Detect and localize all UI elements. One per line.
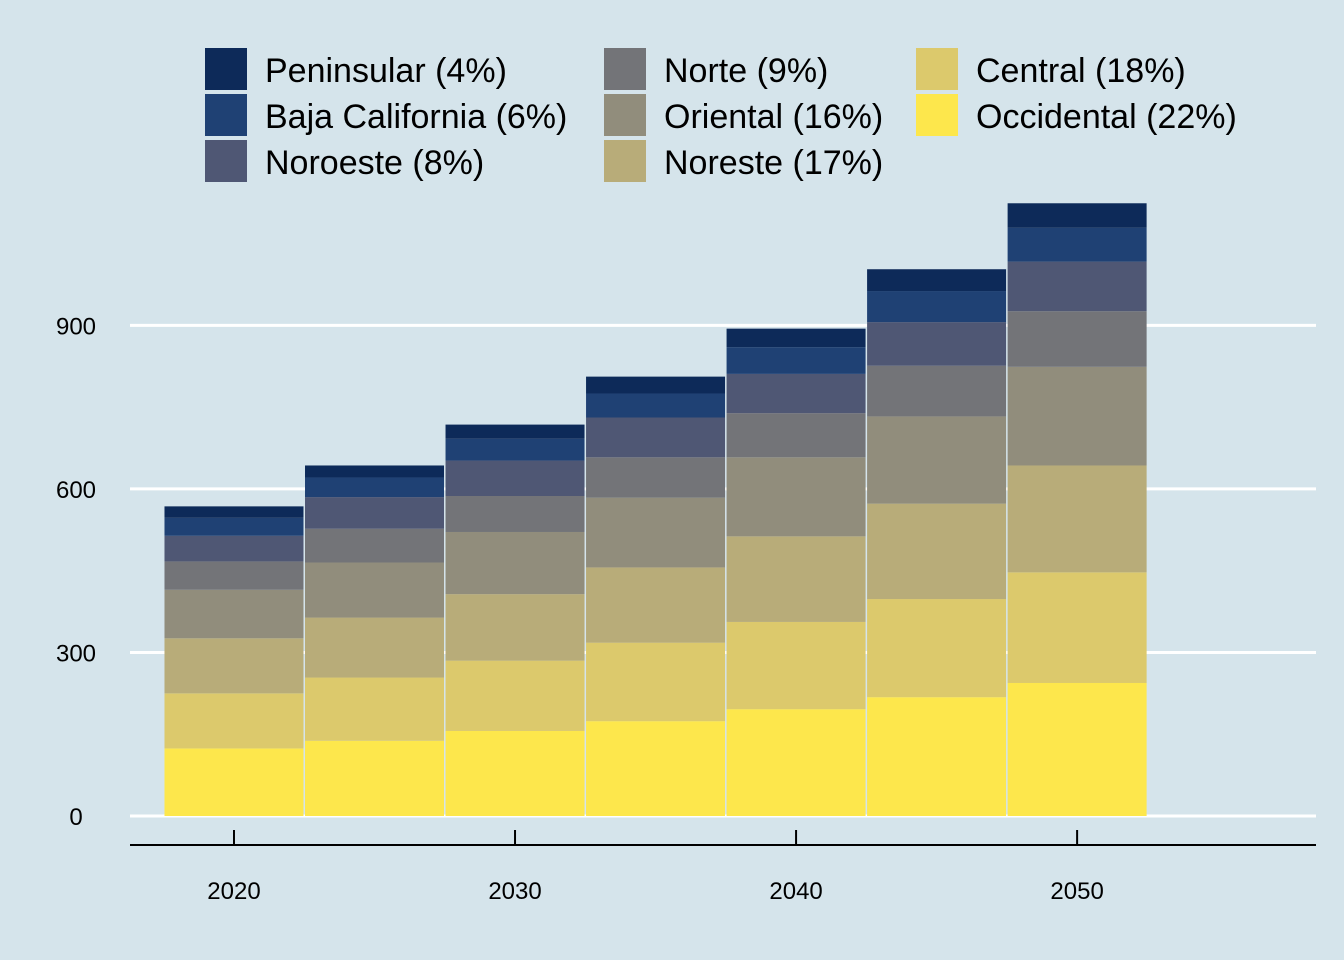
legend-label: Occidental (22%) <box>976 98 1237 136</box>
bar-2045-central-18 <box>867 599 1007 698</box>
bar-2050-peninsular-4 <box>1007 203 1147 228</box>
legend-swatch <box>604 94 646 136</box>
bar-2020-baja-california-6 <box>164 517 304 536</box>
bar-2020-noreste-17 <box>164 638 304 694</box>
bar-2050-oriental-16 <box>1007 366 1147 466</box>
bar-2045-baja-california-6 <box>867 291 1007 323</box>
y-axis: 0 300 600 900 <box>56 313 96 831</box>
y-tick-label-300: 300 <box>56 640 96 667</box>
bar-2050-noroeste-8 <box>1007 261 1147 312</box>
bar-2030-oriental-16 <box>445 531 585 595</box>
bar-2045-occidental-22 <box>867 697 1007 816</box>
bar-2020-peninsular-4 <box>164 506 304 518</box>
legend-label: Peninsular (4%) <box>265 52 507 90</box>
bar-2030-noroeste-8 <box>445 460 585 497</box>
legend-swatch <box>205 140 247 182</box>
bar-2030-peninsular-4 <box>445 424 585 439</box>
legend-item-baja-california-6: Baja California (6%) <box>205 94 567 136</box>
bar-2025-baja-california-6 <box>305 477 445 498</box>
legend-label: Baja California (6%) <box>265 98 567 136</box>
bar-2020-oriental-16 <box>164 589 304 639</box>
bar-2020-occidental-22 <box>164 748 304 816</box>
y-tick-label-900: 900 <box>56 313 96 340</box>
bar-2045-peninsular-4 <box>867 269 1007 292</box>
x-axis: 2020 2030 2040 2050 <box>130 830 1316 905</box>
bar-2040-noroeste-8 <box>726 373 866 414</box>
bar-2025-oriental-16 <box>305 562 445 618</box>
legend-item-oriental-16: Oriental (16%) <box>604 94 883 136</box>
legend-swatch <box>205 94 247 136</box>
bar-2030-occidental-22 <box>445 730 585 816</box>
bar-2040-norte-9 <box>726 413 866 458</box>
legend-label: Oriental (16%) <box>664 98 883 136</box>
bar-2050-baja-california-6 <box>1007 227 1147 262</box>
x-tick-label-2040: 2040 <box>769 878 822 905</box>
bar-2045-oriental-16 <box>867 416 1007 504</box>
bar-2025-noreste-17 <box>305 617 445 678</box>
bar-2035-central-18 <box>586 642 726 722</box>
bar-2050-norte-9 <box>1007 311 1147 367</box>
legend: Peninsular (4%) Baja California (6%) Noroe… <box>205 48 1237 182</box>
bar-2035-noroeste-8 <box>586 417 726 458</box>
legend-item-norte-9: Norte (9%) <box>604 48 828 90</box>
bar-2040-occidental-22 <box>726 709 866 816</box>
bar-2035-noreste-17 <box>586 567 726 643</box>
bar-2025-norte-9 <box>305 528 445 563</box>
bar-2030-norte-9 <box>445 496 585 532</box>
bar-2020-norte-9 <box>164 561 304 590</box>
legend-item-occidental-22: Occidental (22%) <box>916 94 1237 136</box>
bar-2035-occidental-22 <box>586 721 726 816</box>
legend-swatch <box>916 94 958 136</box>
x-tick-label-2050: 2050 <box>1050 878 1103 905</box>
legend-item-central-18: Central (18%) <box>916 48 1186 90</box>
legend-item-peninsular-4: Peninsular (4%) <box>205 48 507 90</box>
bar-2035-baja-california-6 <box>586 393 726 418</box>
bar-2045-norte-9 <box>867 365 1007 417</box>
bar-2035-peninsular-4 <box>586 376 726 394</box>
y-tick-label-600: 600 <box>56 477 96 504</box>
y-tick-label-0: 0 <box>69 804 82 831</box>
bar-2035-norte-9 <box>586 457 726 498</box>
bar-2040-central-18 <box>726 621 866 710</box>
bar-2040-peninsular-4 <box>726 328 866 348</box>
legend-swatch <box>205 48 247 90</box>
bar-2030-baja-california-6 <box>445 438 585 461</box>
bar-2020-noroeste-8 <box>164 535 304 562</box>
legend-label: Norte (9%) <box>664 52 828 90</box>
bar-2050-central-18 <box>1007 572 1147 683</box>
x-tick-label-2020: 2020 <box>207 878 260 905</box>
legend-item-noreste-17: Noreste (17%) <box>604 140 883 182</box>
bar-2050-noreste-17 <box>1007 465 1147 573</box>
bar-2040-oriental-16 <box>726 457 866 537</box>
bar-2040-baja-california-6 <box>726 347 866 374</box>
bar-2030-central-18 <box>445 660 585 731</box>
bar-2045-noroeste-8 <box>867 322 1007 366</box>
bar-2045-noreste-17 <box>867 503 1007 600</box>
legend-label: Noroeste (8%) <box>265 144 484 182</box>
bar-2050-occidental-22 <box>1007 682 1147 816</box>
legend-label: Noreste (17%) <box>664 144 883 182</box>
bar-2020-central-18 <box>164 693 304 749</box>
bar-2035-oriental-16 <box>586 497 726 568</box>
bar-2030-noreste-17 <box>445 594 585 661</box>
legend-swatch <box>916 48 958 90</box>
bar-2025-peninsular-4 <box>305 465 445 478</box>
legend-item-noroeste-8: Noroeste (8%) <box>205 140 484 182</box>
bar-2025-occidental-22 <box>305 740 445 816</box>
legend-label: Central (18%) <box>976 52 1186 90</box>
x-tick-label-2030: 2030 <box>488 878 541 905</box>
bar-2040-noreste-17 <box>726 536 866 622</box>
legend-swatch <box>604 48 646 90</box>
bar-2025-noroeste-8 <box>305 497 445 529</box>
bar-2025-central-18 <box>305 677 445 741</box>
bars <box>164 203 1147 816</box>
legend-swatch <box>604 140 646 182</box>
